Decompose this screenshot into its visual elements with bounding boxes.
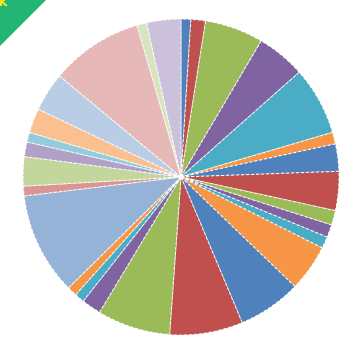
pie-slice-28 (146, 18, 182, 178)
pie-slice-7 (180, 143, 340, 178)
pie-slice-21 (22, 155, 182, 187)
corner-badge-text: K (0, 0, 8, 9)
pie-slice-15 (98, 176, 182, 336)
pie-slice-6 (180, 131, 337, 178)
pie-slice-26 (58, 24, 182, 179)
pie-slices (22, 18, 340, 336)
pie-slice-25 (37, 75, 182, 178)
pie-slice-11 (180, 176, 328, 249)
pie-slice-19 (23, 176, 183, 289)
pie-slice-18 (67, 176, 182, 296)
